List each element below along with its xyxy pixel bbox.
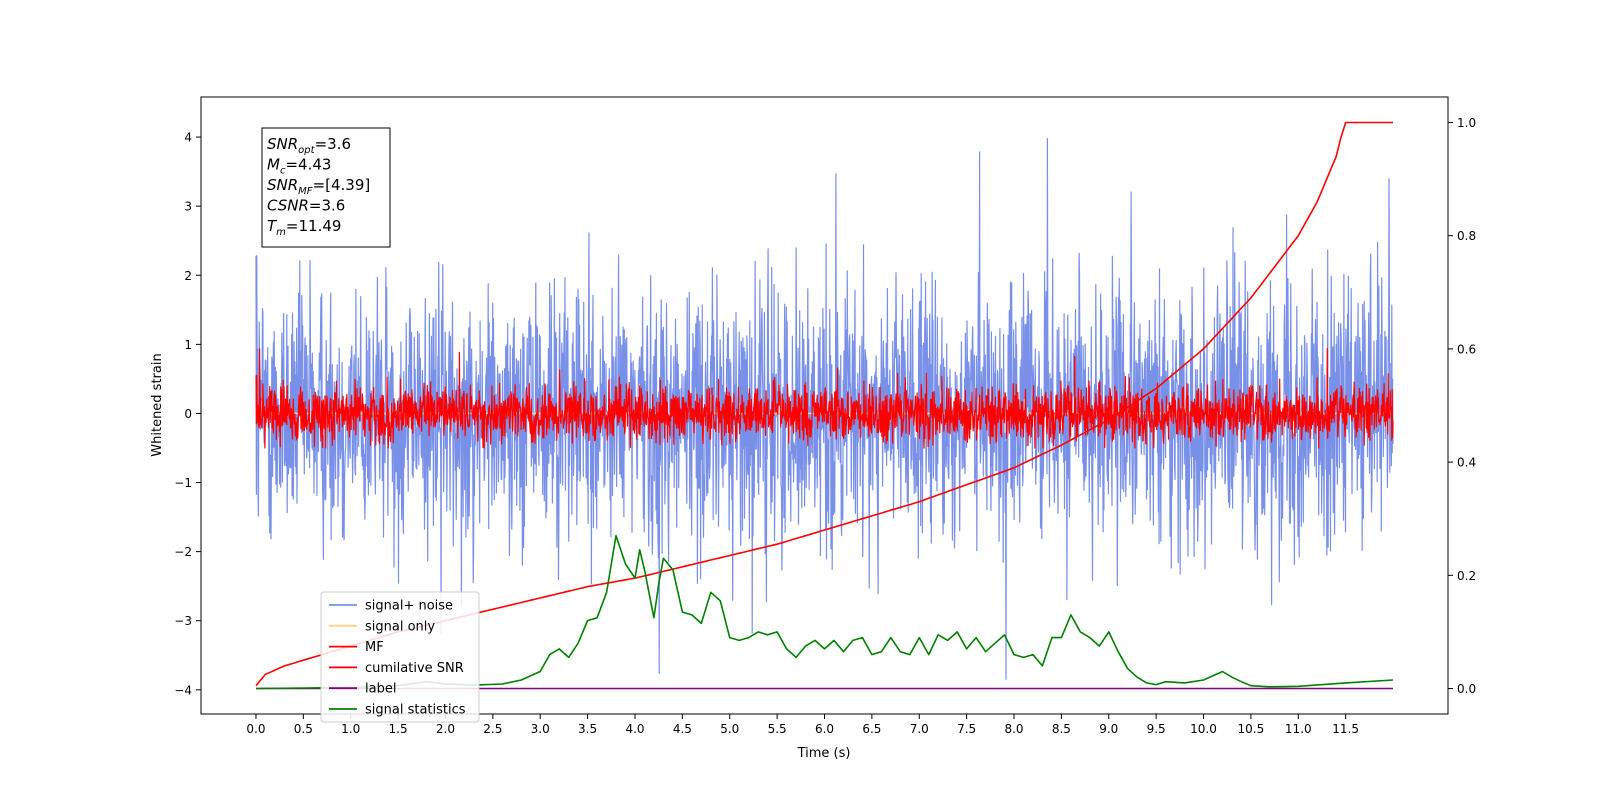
y-axis-label: Whitened strain — [150, 353, 165, 456]
x-tick-label: 9.0 — [1099, 722, 1118, 736]
x-tick-label: 1.5 — [389, 722, 408, 736]
x-tick-label: 6.5 — [862, 722, 881, 736]
legend-label: cumilative SNR — [365, 661, 464, 676]
annotation-line: Tm=11.49 — [267, 217, 341, 238]
legend-label: signal statistics — [365, 703, 466, 718]
x-tick-label: 6.0 — [815, 722, 834, 736]
x-tick-label: 11.0 — [1285, 722, 1312, 736]
y-axis-right: 1.0 0.8 0.6 0.4 0.2 0.0 — [1448, 116, 1476, 696]
x-tick-label: 11.5 — [1332, 722, 1359, 736]
legend: signal+ noise signal only MF cumilative SNR… — [320, 591, 480, 723]
y-left-tick-label: −2 — [174, 545, 192, 559]
legend-label: MF — [365, 640, 384, 655]
series-mf — [255, 347, 1394, 449]
annotation-frame — [261, 127, 391, 248]
x-tick-label: 3.5 — [578, 722, 597, 736]
x-axis-label: Time (s) — [797, 746, 851, 761]
legend-label: label — [365, 682, 396, 697]
x-tick-label: 7.5 — [957, 722, 976, 736]
x-tick-label: 7.0 — [910, 722, 929, 736]
x-tick-label: 5.0 — [720, 722, 739, 736]
x-tick-label: 0.0 — [246, 722, 265, 736]
y-right-tick-label: 0.4 — [1457, 456, 1476, 470]
legend-label: signal only — [365, 619, 435, 634]
y-left-tick-label: 1 — [184, 338, 192, 352]
y-left-tick-label: −1 — [174, 476, 192, 490]
x-tick-label: 10.0 — [1190, 722, 1217, 736]
annotation-line: CSNR=3.6 — [267, 197, 345, 215]
y-left-tick-label: 0 — [184, 407, 192, 421]
x-tick-label: 2.0 — [436, 722, 455, 736]
series-signal-statistics — [255, 534, 1394, 690]
x-tick-label: 4.5 — [673, 722, 692, 736]
y-left-tick-label: 3 — [184, 200, 192, 214]
x-tick-label: 8.0 — [1004, 722, 1023, 736]
y-left-tick-label: −4 — [174, 683, 192, 697]
y-left-tick-label: −3 — [174, 614, 192, 628]
x-tick-label: 4.0 — [625, 722, 644, 736]
annotation-line: Mc=4.43 — [267, 156, 331, 177]
y-right-tick-label: 0.2 — [1457, 569, 1476, 583]
x-tick-label: 10.5 — [1238, 722, 1265, 736]
x-tick-label: 8.5 — [1052, 722, 1071, 736]
y-left-tick-label: 2 — [184, 269, 192, 283]
y-right-tick-label: 0.6 — [1457, 342, 1476, 356]
legend-label: signal+ noise — [365, 599, 453, 614]
x-tick-label: 5.5 — [768, 722, 787, 736]
x-tick-label: 1.0 — [341, 722, 360, 736]
x-tick-label: 2.5 — [483, 722, 502, 736]
x-tick-label: 0.5 — [294, 722, 313, 736]
x-tick-label: 3.0 — [531, 722, 550, 736]
y-right-tick-label: 1.0 — [1457, 116, 1476, 130]
y-right-tick-label: 0.8 — [1457, 229, 1476, 243]
y-axis-left: 4 3 2 1 0 −1 −2 −3 −4 — [174, 131, 201, 697]
annotation-line: SNRMF=[4.39] — [267, 176, 370, 197]
y-right-tick-label: 0.0 — [1457, 682, 1476, 696]
y-left-tick-label: 4 — [184, 131, 192, 145]
legend-frame — [320, 591, 480, 723]
annotation-line: SNRopt=3.6 — [267, 135, 351, 156]
x-axis: 0.0 0.5 1.0 1.5 2.0 2.5 3.0 3.5 4.0 4.5 5.0 5.5 6.0 6… — [246, 714, 1359, 736]
x-tick-label: 9.5 — [1147, 722, 1166, 736]
